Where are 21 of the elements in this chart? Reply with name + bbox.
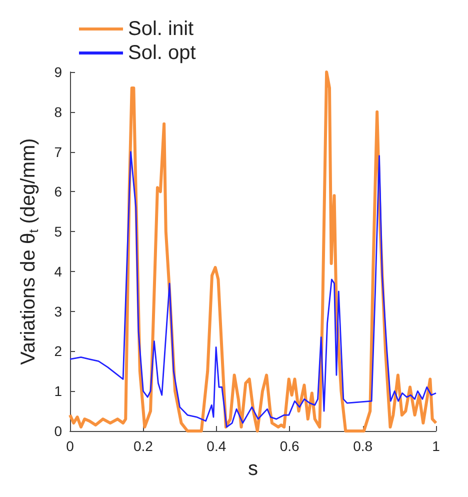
y-tick-label: 7 — [54, 144, 62, 160]
legend-label: Sol. opt — [128, 42, 196, 64]
y-tick-label: 0 — [54, 423, 62, 439]
y-tick-label: 9 — [54, 64, 62, 80]
y-tick-label: 6 — [54, 184, 62, 200]
legend-label: Sol. init — [128, 18, 194, 40]
x-tick-label: 0.2 — [133, 438, 154, 454]
y-tick-label: 4 — [54, 263, 62, 280]
x-tick-label: 0.4 — [206, 438, 226, 454]
y-tick-label: 3 — [54, 303, 62, 320]
x-axis-title: s — [248, 458, 258, 480]
x-tick-label: 0.8 — [353, 438, 373, 454]
y-axis-title: Variations de θt (deg/mm) — [18, 138, 41, 365]
line-series — [69, 151, 437, 428]
y-tick-label: 2 — [54, 343, 62, 360]
x-tick-label: 0.6 — [280, 438, 300, 454]
y-tick-label: 5 — [54, 224, 62, 240]
y-tick-label: 1 — [54, 383, 62, 400]
y-tick-label: 8 — [54, 104, 62, 120]
x-tick-label: 0 — [66, 438, 74, 454]
x-tick-label: 1 — [432, 438, 440, 454]
